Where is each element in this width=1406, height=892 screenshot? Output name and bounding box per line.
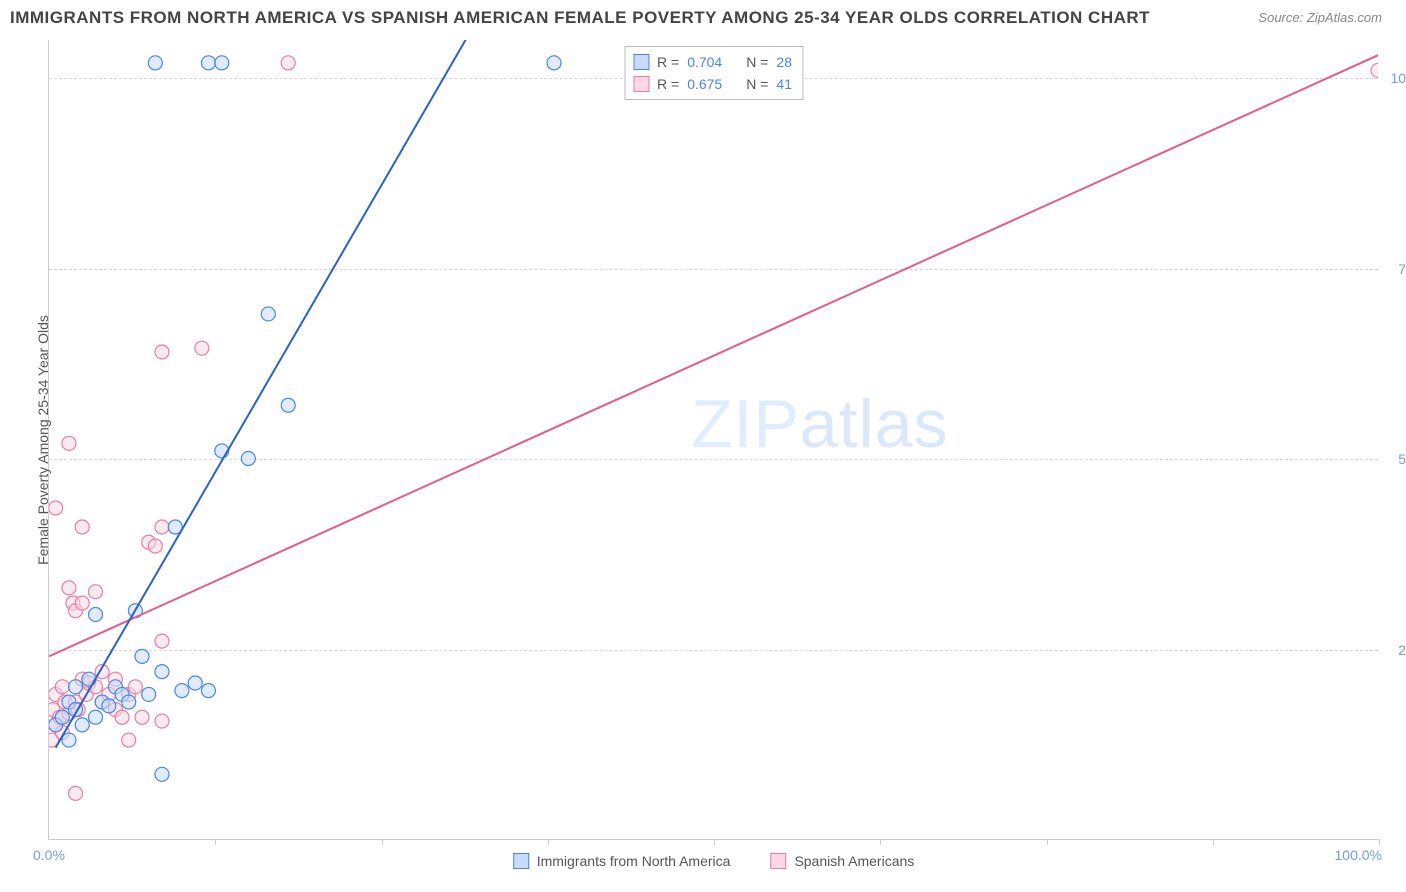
y-tick-label: 50.0% (1382, 451, 1406, 467)
trend-line (49, 55, 1378, 656)
scatter-point (148, 539, 162, 553)
scatter-point (102, 699, 116, 713)
legend-stats-row-blue: R = 0.704 N = 28 (633, 51, 792, 73)
x-tick-mark (1379, 839, 1380, 845)
x-tick-0: 0.0% (33, 847, 65, 863)
scatter-point (201, 684, 215, 698)
trend-line (56, 2, 488, 748)
legend-series-name-blue: Immigrants from North America (537, 853, 731, 869)
legend-swatch-blue (513, 853, 529, 869)
x-tick-mark (548, 839, 549, 845)
legend-r-label: R = (657, 76, 679, 92)
scatter-point (89, 585, 103, 599)
scatter-point (115, 710, 129, 724)
legend-n-label: N = (746, 54, 768, 70)
scatter-point (135, 649, 149, 663)
scatter-point (55, 710, 69, 724)
legend-series-blue: Immigrants from North America (513, 853, 731, 869)
x-tick-mark (1213, 839, 1214, 845)
x-tick-mark (382, 839, 383, 845)
legend-series-pink: Spanish Americans (770, 853, 914, 869)
scatter-point (175, 684, 189, 698)
y-tick-label: 75.0% (1382, 261, 1406, 277)
scatter-point (155, 345, 169, 359)
legend-r-label: R = (657, 54, 679, 70)
source-label: Source: (1258, 10, 1303, 25)
scatter-point (122, 695, 136, 709)
scatter-point (75, 596, 89, 610)
scatter-point (155, 665, 169, 679)
scatter-point (241, 452, 255, 466)
scatter-point (75, 520, 89, 534)
scatter-point (82, 672, 96, 686)
scatter-point (148, 56, 162, 70)
chart-svg (49, 40, 1378, 839)
scatter-point (135, 710, 149, 724)
scatter-point (128, 680, 142, 694)
legend-n-label: N = (746, 76, 768, 92)
scatter-point (155, 634, 169, 648)
scatter-point (75, 718, 89, 732)
scatter-point (69, 786, 83, 800)
source-value: ZipAtlas.com (1307, 10, 1382, 25)
scatter-point (155, 520, 169, 534)
scatter-point (201, 56, 215, 70)
scatter-point (155, 767, 169, 781)
scatter-point (69, 680, 83, 694)
legend-r-value-blue: 0.704 (687, 54, 722, 70)
scatter-point (49, 501, 63, 515)
x-tick-mark (714, 839, 715, 845)
x-tick-mark (1047, 839, 1048, 845)
scatter-point (261, 307, 275, 321)
legend-series-name-pink: Spanish Americans (794, 853, 914, 869)
y-tick-label: 25.0% (1382, 642, 1406, 658)
legend-stats-row-pink: R = 0.675 N = 41 (633, 73, 792, 95)
legend-n-value-pink: 41 (776, 76, 792, 92)
source-attribution: Source: ZipAtlas.com (1258, 10, 1382, 25)
scatter-point (89, 710, 103, 724)
legend-swatch-pink (633, 76, 649, 92)
legend-series-box: Immigrants from North America Spanish Am… (513, 853, 915, 869)
scatter-point (89, 608, 103, 622)
scatter-point (155, 714, 169, 728)
x-tick-mark (880, 839, 881, 845)
scatter-point (62, 581, 76, 595)
scatter-point (55, 680, 69, 694)
chart-plot-area: Female Poverty Among 25-34 Year Olds ZIP… (48, 40, 1378, 840)
chart-title: IMMIGRANTS FROM NORTH AMERICA VS SPANISH… (10, 8, 1150, 28)
legend-r-value-pink: 0.675 (687, 76, 722, 92)
scatter-point (142, 687, 156, 701)
x-tick-mark (215, 839, 216, 845)
legend-stats-box: R = 0.704 N = 28 R = 0.675 N = 41 (624, 46, 803, 100)
x-tick-100: 100.0% (1335, 847, 1382, 863)
scatter-point (195, 341, 209, 355)
legend-swatch-pink (770, 853, 786, 869)
legend-swatch-blue (633, 54, 649, 70)
y-tick-label: 100.0% (1382, 70, 1406, 86)
scatter-point (281, 56, 295, 70)
scatter-point (281, 398, 295, 412)
legend-n-value-blue: 28 (776, 54, 792, 70)
scatter-point (188, 676, 202, 690)
scatter-point (547, 56, 561, 70)
scatter-point (215, 56, 229, 70)
scatter-point (122, 733, 136, 747)
scatter-point (62, 436, 76, 450)
